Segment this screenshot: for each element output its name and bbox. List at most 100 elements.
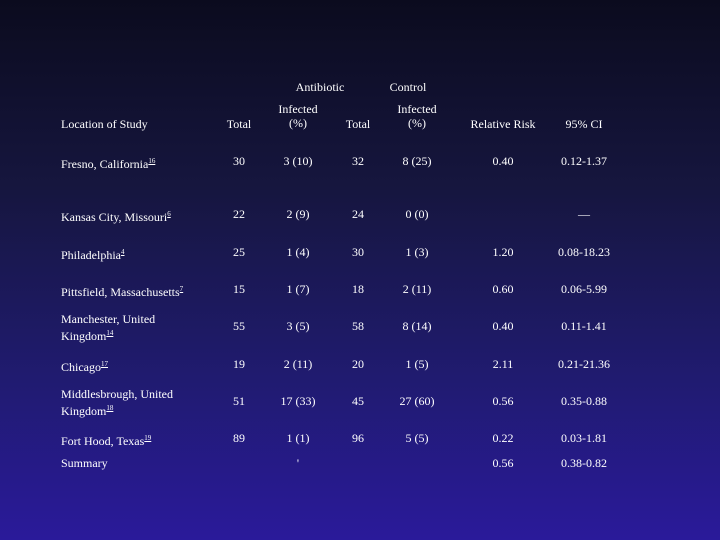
cell-total-abx: 19 [233, 357, 245, 371]
cell-total-abx: 55 [233, 319, 245, 333]
table-row: Philadelphia4 25 1 (4) 30 1 (3) 1.20 0.08-18.2… [0, 0, 720, 262]
cell-inf-abx: 3 (10) [283, 154, 313, 168]
location-line1: Fresno, California16 [61, 154, 211, 171]
location-line1: Pittsfield, Massachusetts7 [61, 282, 211, 299]
cell-inf-abx: 2 (11) [283, 357, 313, 371]
location-text: Fresno, California [61, 157, 149, 171]
header-infected-antibiotic: Infected (%) [268, 102, 328, 130]
cell-inf-ctrl: 1 (3) [405, 245, 429, 259]
table-row: Manchester, United Kingdom14 55 3 (5) 58 8 (1… [0, 0, 720, 343]
header-relative-risk: Relative Risk [470, 117, 536, 131]
cell-location: Kansas City, Missouri6 [61, 207, 211, 224]
header-infected-antibiotic-line1: Infected [278, 102, 318, 116]
cell-inf-abx: 2 (9) [286, 207, 310, 221]
table-row: Pittsfield, Massachusetts7 15 1 (7) 18 2 (11… [0, 0, 720, 299]
location-line1: Fort Hood, Texas19 [61, 431, 211, 448]
location-line1: Philadelphia4 [61, 245, 211, 262]
cell-inf-ctrl: 2 (11) [402, 282, 432, 296]
location-text: Chicago [61, 360, 101, 374]
header-infected-control-line1: Infected [397, 102, 437, 116]
header-location: Location of Study [61, 117, 148, 131]
cell-ci: 0.35-0.88 [561, 394, 607, 408]
reference-link[interactable]: 16 [148, 157, 156, 165]
header-infected-control: Infected (%) [387, 102, 447, 130]
cell-ci: 0.06-5.99 [561, 282, 607, 296]
reference-link[interactable]: 19 [144, 434, 152, 442]
location-line1: Chicago17 [61, 357, 211, 374]
cell-inf-ctrl: 0 (0) [405, 207, 429, 221]
cell-total-abx: 25 [233, 245, 245, 259]
cell-ci: 0.12-1.37 [561, 154, 607, 168]
cell-rr: 2.11 [492, 357, 514, 371]
cell-inf-abx: ' [296, 456, 300, 470]
header-total-antibiotic: Total [226, 117, 252, 131]
location-line1: Middlesbrough, United [61, 387, 211, 401]
location-text: Middlesbrough, United [61, 387, 173, 401]
header-infected-antibiotic-line2: (%) [289, 116, 307, 130]
table-row: Kansas City, Missouri6 22 2 (9) 24 0 (0) — [0, 0, 720, 224]
reference-link[interactable]: 17 [101, 360, 108, 368]
location-text: Fort Hood, Texas [61, 434, 145, 448]
table-row: Middlesbrough, United Kingdom18 51 17 (33) 4… [0, 0, 720, 418]
location-text: Summary [61, 456, 108, 470]
cell-inf-abx: 1 (7) [286, 282, 310, 296]
table-row: Fresno, California16 30 3 (10) 32 8 (25) 0.40… [0, 0, 720, 171]
location-text-cont: Kingdom [61, 329, 107, 343]
cell-ci: 0.08-18.23 [558, 245, 610, 259]
location-line2: Kingdom18 [61, 401, 211, 418]
location-line2: Kingdom14 [61, 326, 211, 343]
cell-location: Fresno, California16 [61, 154, 211, 171]
header-total-control: Total [345, 117, 371, 131]
cell-rr: 0.40 [492, 154, 514, 168]
cell-inf-abx: 1 (4) [286, 245, 310, 259]
cell-location: Manchester, United Kingdom14 [61, 312, 211, 343]
cell-rr: 1.20 [492, 245, 514, 259]
cell-ci: 0.38-0.82 [561, 456, 607, 470]
cell-location: Chicago17 [61, 357, 211, 374]
cell-inf-abx: 1 (1) [286, 431, 310, 445]
reference-link[interactable]: 14 [106, 329, 114, 337]
cell-total-abx: 30 [233, 154, 245, 168]
cell-location: Philadelphia4 [61, 245, 211, 262]
header-infected-control-line2: (%) [408, 116, 426, 130]
cell-total-abx: 89 [233, 431, 245, 445]
reference-link[interactable]: 18 [106, 404, 114, 412]
cell-inf-abx: 3 (5) [286, 319, 310, 333]
cell-location: Middlesbrough, United Kingdom18 [61, 387, 211, 418]
cell-ci: 0.21-21.36 [558, 357, 610, 371]
cell-inf-ctrl: 8 (25) [402, 154, 432, 168]
location-line1: Kansas City, Missouri6 [61, 207, 211, 224]
location-text: Philadelphia [61, 248, 121, 262]
group-header-antibiotic: Antibiotic [295, 80, 345, 94]
cell-total-ctrl: 24 [352, 207, 364, 221]
cell-ci: — [578, 207, 590, 221]
cell-ci: 0.11-1.41 [561, 319, 607, 333]
cell-inf-ctrl: 1 (5) [405, 357, 429, 371]
cell-location: Fort Hood, Texas19 [61, 431, 211, 448]
cell-rr: 0.22 [492, 431, 514, 445]
cell-inf-ctrl: 5 (5) [405, 431, 429, 445]
group-header-control: Control [389, 80, 427, 94]
table-row: Summary ' 0.56 0.38-0.82 [0, 0, 720, 470]
cell-total-abx: 15 [233, 282, 245, 296]
cell-rr: 0.60 [492, 282, 514, 296]
header-95-ci: 95% CI [565, 117, 603, 131]
cell-location: Summary [61, 456, 211, 470]
cell-location: Pittsfield, Massachusetts7 [61, 282, 211, 299]
cell-inf-abx: 17 (33) [280, 394, 316, 408]
location-line1: Summary [61, 456, 211, 470]
cell-rr: 0.56 [492, 456, 514, 470]
reference-link[interactable]: 7 [179, 285, 184, 293]
cell-total-ctrl: 45 [352, 394, 364, 408]
cell-total-ctrl: 32 [352, 154, 364, 168]
cell-rr: 0.40 [492, 319, 514, 333]
cell-inf-ctrl: 8 (14) [402, 319, 432, 333]
reference-link[interactable]: 4 [121, 248, 125, 256]
location-line1: Manchester, United [61, 312, 211, 326]
location-text: Kansas City, Missouri [61, 210, 168, 224]
cell-total-ctrl: 20 [352, 357, 364, 371]
cell-total-abx: 51 [233, 394, 245, 408]
reference-link[interactable]: 6 [167, 210, 171, 218]
location-text: Manchester, United [61, 312, 156, 326]
